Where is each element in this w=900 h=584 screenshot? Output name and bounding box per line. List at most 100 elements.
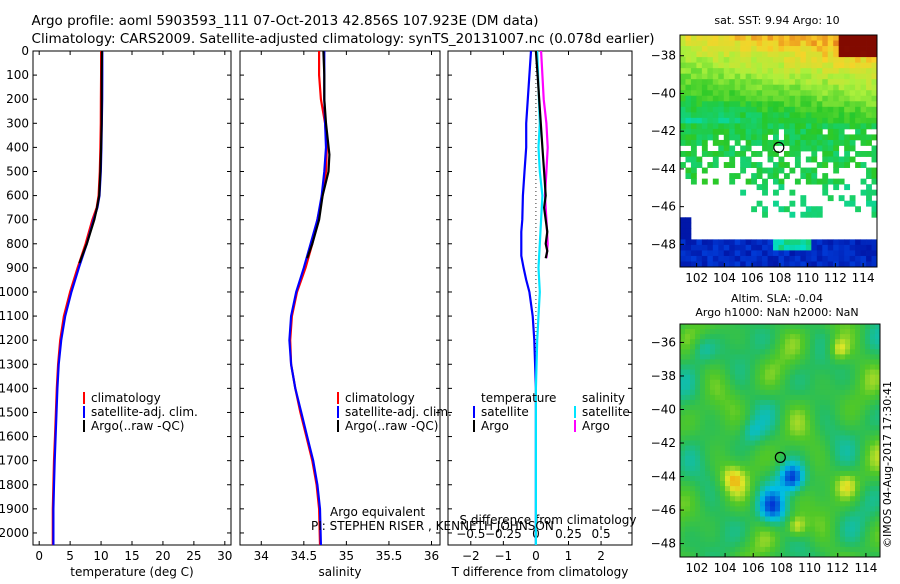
lon-tick-label: 108	[770, 561, 793, 575]
sla-cell	[785, 526, 791, 533]
sst-cell	[680, 117, 686, 124]
sla-cell	[765, 369, 771, 376]
sla-cell	[785, 445, 791, 452]
sst-cell	[838, 101, 845, 108]
sst-cell	[816, 139, 823, 146]
sst-cell	[800, 139, 807, 146]
sla-cell	[760, 405, 766, 411]
sla-cell	[770, 425, 776, 431]
sst-cell	[838, 35, 845, 41]
sla-cell	[815, 501, 821, 507]
sst-cell	[729, 57, 736, 64]
sla-cell	[755, 329, 761, 335]
sla-cell	[875, 481, 881, 487]
sst-cell	[871, 173, 878, 180]
sst-cell	[822, 139, 829, 146]
sla-cell	[720, 324, 726, 330]
sla-cell	[750, 339, 756, 345]
sla-cell	[735, 526, 741, 533]
sla-cell	[700, 506, 706, 512]
sst-cell	[871, 84, 878, 91]
x-axis-label: temperature (deg C)	[70, 565, 193, 579]
sst-cell	[871, 68, 878, 75]
sla-cell	[835, 465, 841, 472]
sst-cell	[701, 95, 708, 102]
sla-cell	[745, 511, 751, 517]
sla-cell	[795, 491, 801, 497]
sla-cell	[705, 364, 711, 370]
sla-cell	[860, 379, 866, 386]
sla-cell	[795, 384, 801, 391]
sla-cell	[755, 551, 761, 558]
sst-cell	[701, 178, 708, 185]
sst-cell	[860, 255, 867, 262]
sla-cell	[760, 440, 766, 446]
sla-cell	[795, 501, 801, 507]
sla-cell	[690, 374, 696, 381]
sla-cell	[780, 486, 786, 492]
sst-cell	[833, 261, 840, 268]
depth-tick-label: 500	[6, 164, 29, 178]
sla-cell	[765, 420, 771, 426]
sla-cell	[710, 521, 716, 528]
sla-cell	[760, 334, 766, 340]
sla-cell	[875, 379, 881, 386]
sla-cell	[865, 374, 871, 381]
sst-cell	[789, 134, 796, 141]
sla-cell	[755, 440, 761, 446]
sst-cell	[745, 106, 752, 113]
sst-cell	[871, 117, 878, 124]
sst-cell	[740, 156, 747, 163]
sla-cell	[745, 460, 751, 467]
sla-cell	[745, 374, 751, 381]
sla-cell	[785, 394, 791, 401]
sla-cell	[855, 364, 861, 370]
sla-cell	[835, 460, 841, 467]
sla-cell	[815, 470, 821, 477]
depth-tick-label: 1400	[0, 381, 29, 395]
x-tick-label: −1	[495, 549, 513, 563]
sla-cell	[685, 369, 691, 376]
sla-cell	[790, 491, 796, 497]
sla-cell	[765, 516, 771, 522]
sla-cell	[800, 531, 806, 538]
sla-cell	[810, 440, 816, 446]
sla-cell	[815, 475, 821, 482]
sst-cell	[751, 90, 758, 97]
sst-cell	[751, 68, 758, 75]
sla-cell	[870, 450, 876, 457]
sla-cell	[840, 455, 846, 462]
sst-cell	[712, 123, 719, 130]
sla-cell	[745, 475, 751, 482]
sst-cell	[844, 139, 851, 146]
sla-cell	[770, 511, 776, 517]
sla-cell	[715, 405, 721, 411]
sla-cell	[775, 516, 781, 522]
sla-cell	[825, 496, 831, 502]
sla-cell	[795, 430, 801, 436]
sla-cell	[815, 324, 821, 330]
sla-cell	[835, 359, 841, 365]
sla-cell	[715, 511, 721, 517]
sla-cell	[805, 551, 811, 558]
sst-cell	[871, 134, 878, 141]
sst-cell	[789, 239, 796, 246]
sst-cell	[778, 73, 785, 80]
sla-cell	[740, 541, 746, 548]
sla-cell	[745, 536, 751, 543]
sst-cell	[822, 239, 829, 246]
sla-cell	[710, 455, 716, 462]
sst-cell	[712, 134, 719, 141]
sst-cell	[778, 95, 785, 102]
sla-cell	[720, 344, 726, 350]
sla-cell	[830, 526, 836, 533]
sla-cell	[720, 329, 726, 335]
sla-cell	[750, 329, 756, 335]
sla-cell	[780, 430, 786, 436]
sla-cell	[715, 334, 721, 340]
sla-cell	[765, 481, 771, 487]
sst-cell	[800, 145, 807, 152]
sla-cell	[875, 339, 881, 345]
sla-cell	[720, 465, 726, 472]
sla-cell	[855, 334, 861, 340]
